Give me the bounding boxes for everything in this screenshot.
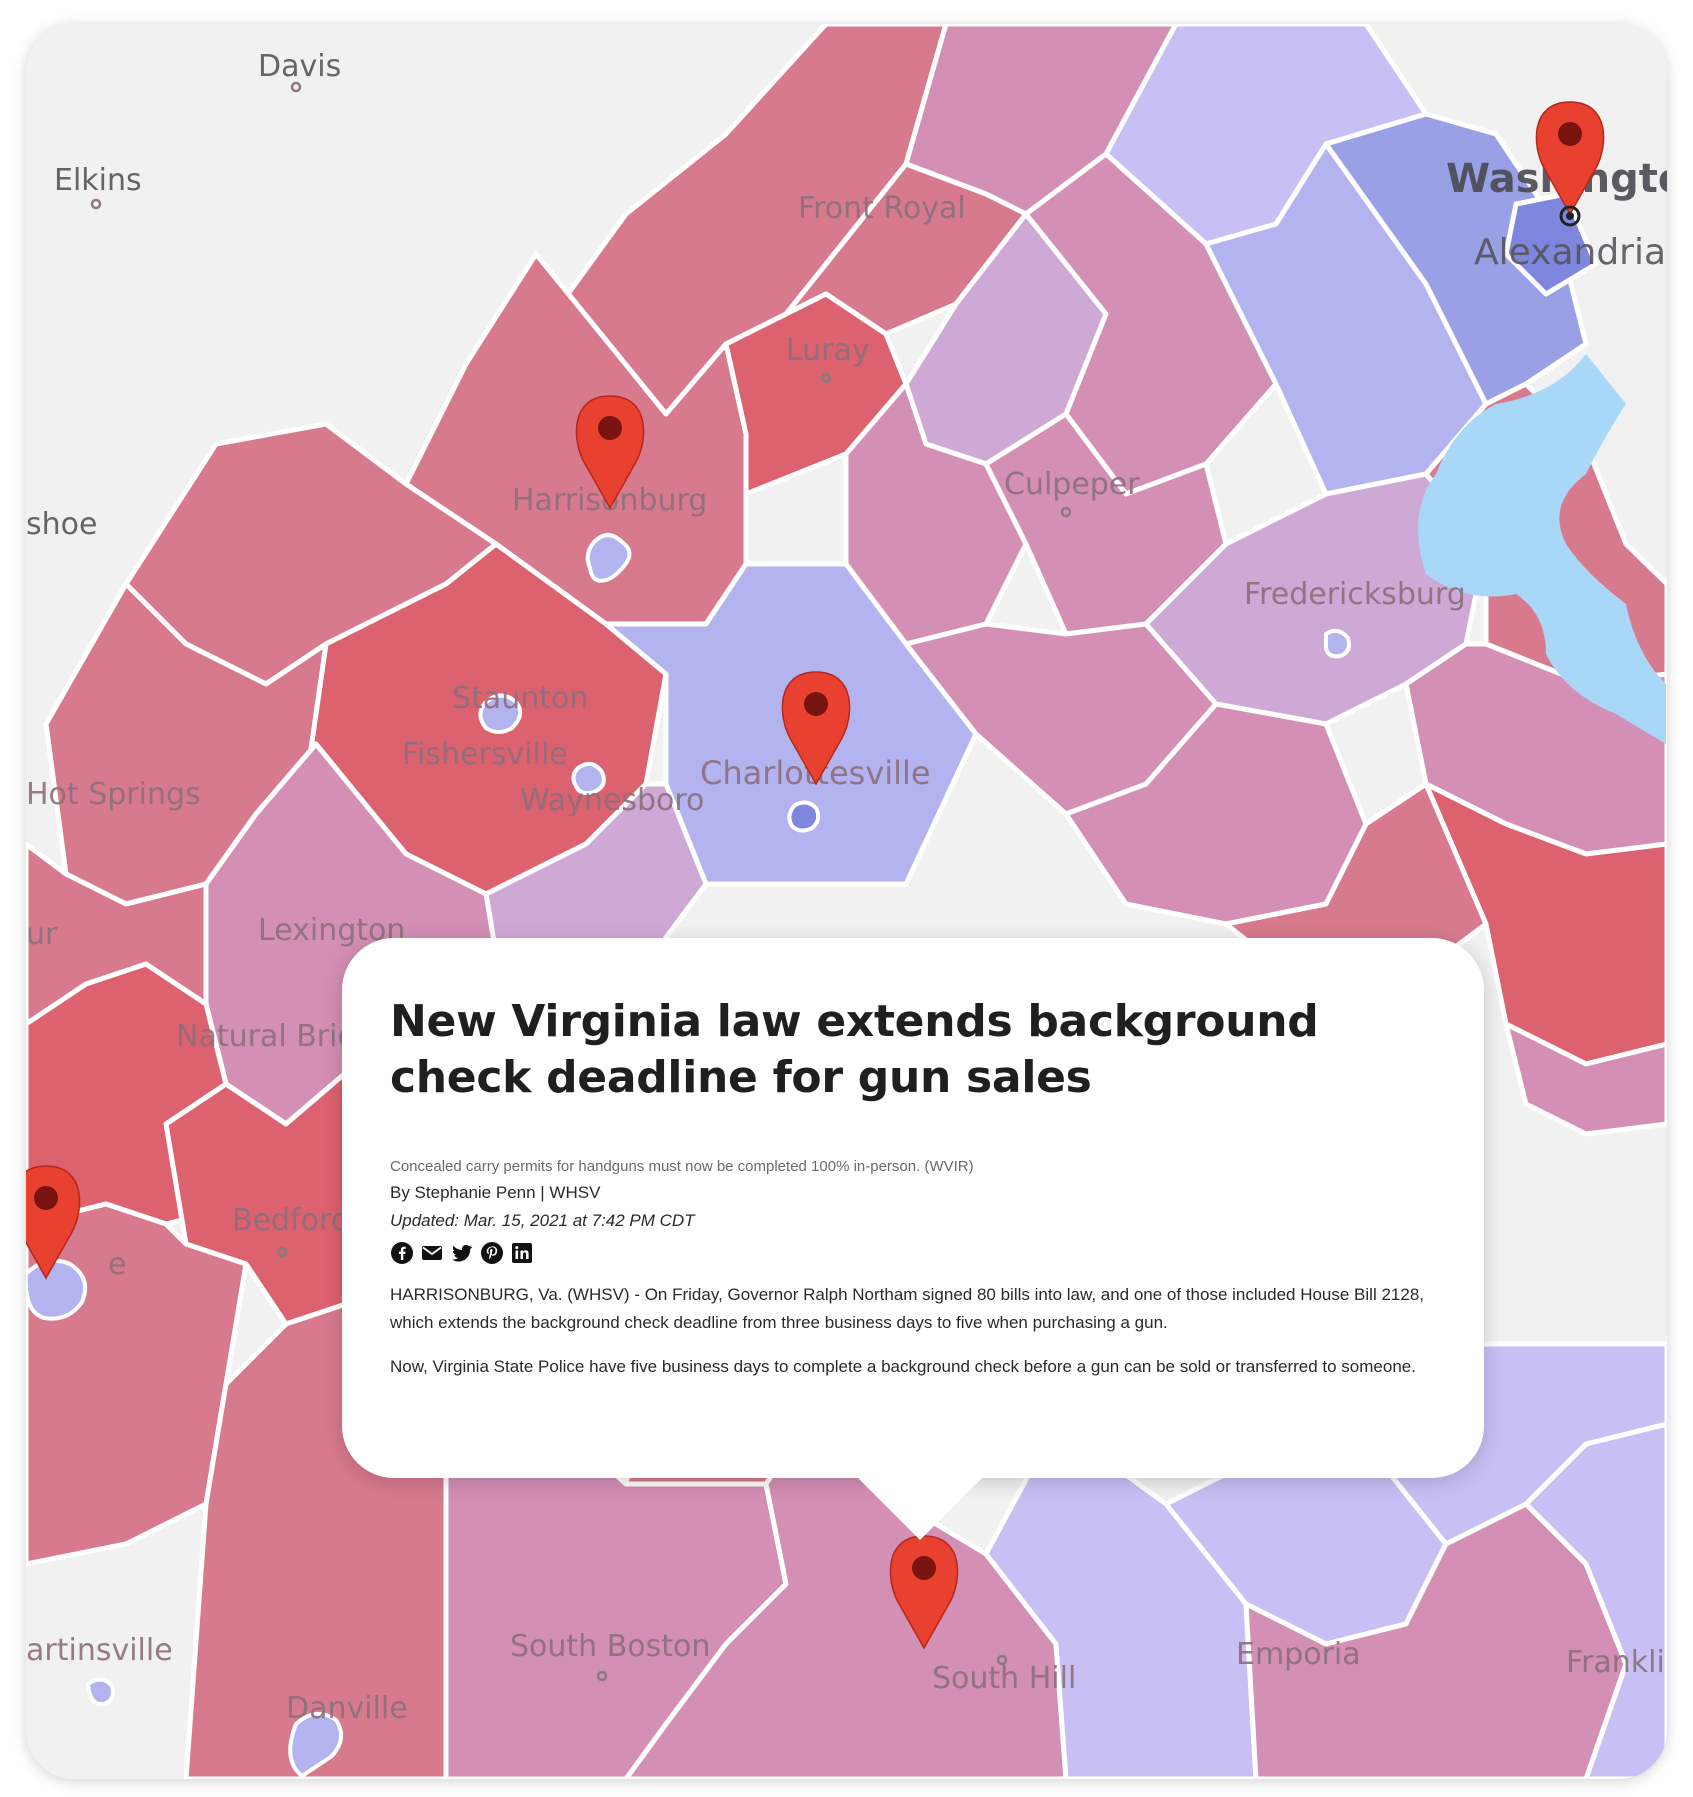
pinterest-icon[interactable] bbox=[480, 1241, 504, 1265]
place-label-fredericksburg: Fredericksburg bbox=[1244, 577, 1466, 612]
news-popup: New Virginia law extends background chec… bbox=[342, 938, 1484, 1540]
image-caption: Concealed carry permits for handguns mus… bbox=[390, 1158, 974, 1175]
map-pin-icon[interactable] bbox=[781, 671, 851, 786]
place-label-staunton: Staunton bbox=[452, 681, 588, 716]
place-label-hot-springs: Hot Springs bbox=[26, 777, 201, 812]
place-label-south-boston: South Boston bbox=[510, 1629, 710, 1664]
place-label-franklin: Frankli bbox=[1566, 1645, 1665, 1680]
place-label-bedford: Bedford bbox=[232, 1203, 350, 1238]
map-frame: Davis Elkins shoe Front Royal Luray Wash… bbox=[26, 24, 1667, 1779]
place-label-ur: ur bbox=[26, 917, 58, 952]
updated-timestamp: Updated: Mar. 15, 2021 at 7:42 PM CDT bbox=[390, 1211, 695, 1230]
map-pins bbox=[26, 101, 1605, 1650]
city-enclaves bbox=[26, 533, 1351, 1779]
choropleth-map[interactable]: Davis Elkins shoe Front Royal Luray Wash… bbox=[26, 24, 1667, 1779]
place-label-martinsville: artinsville bbox=[26, 1633, 173, 1668]
map-pin-icon[interactable] bbox=[575, 395, 645, 510]
byline: By Stephanie Penn | WHSV bbox=[390, 1183, 601, 1202]
county[interactable] bbox=[1323, 111, 1589, 407]
headline[interactable]: New Virginia law extends background chec… bbox=[390, 996, 1319, 1103]
place-label-luray: Luray bbox=[786, 333, 870, 368]
county[interactable] bbox=[1503, 1021, 1667, 1137]
linkedin-icon[interactable] bbox=[510, 1241, 534, 1265]
place-label-lynchburg: e bbox=[108, 1247, 126, 1282]
place-label-emporia: Emporia bbox=[1236, 1637, 1361, 1672]
county[interactable] bbox=[1423, 781, 1667, 1067]
place-label-davis: Davis bbox=[258, 49, 341, 84]
place-label-danville: Danville bbox=[286, 1691, 408, 1726]
article-paragraph: HARRISONBURG, Va. (WHSV) - On Friday, Go… bbox=[390, 1285, 1424, 1332]
place-label-waynesboro: Waynesboro bbox=[520, 783, 704, 818]
place-label-front-royal: Front Royal bbox=[798, 191, 966, 226]
county[interactable] bbox=[1503, 191, 1599, 297]
place-label-fishersville: Fishersville bbox=[402, 737, 568, 772]
potomac-river bbox=[1418, 354, 1666, 744]
map-pin-icon[interactable] bbox=[1535, 101, 1605, 216]
email-icon[interactable] bbox=[420, 1241, 444, 1265]
article-paragraph: Now, Virginia State Police have five bus… bbox=[390, 1357, 1416, 1376]
popup-pointer bbox=[856, 1476, 984, 1540]
place-label-culpeper: Culpeper bbox=[1004, 467, 1140, 502]
facebook-icon[interactable] bbox=[390, 1241, 414, 1265]
map-pin-icon[interactable] bbox=[26, 1165, 81, 1280]
map-pin-icon[interactable] bbox=[889, 1535, 959, 1650]
place-label-alexandria: Alexandria bbox=[1474, 232, 1666, 273]
place-label-elkins: Elkins bbox=[54, 163, 142, 198]
share-buttons bbox=[390, 1241, 1436, 1265]
place-label-south-hill: South Hill bbox=[932, 1661, 1076, 1696]
twitter-icon[interactable] bbox=[450, 1241, 474, 1265]
place-label-shoe: shoe bbox=[26, 507, 97, 542]
